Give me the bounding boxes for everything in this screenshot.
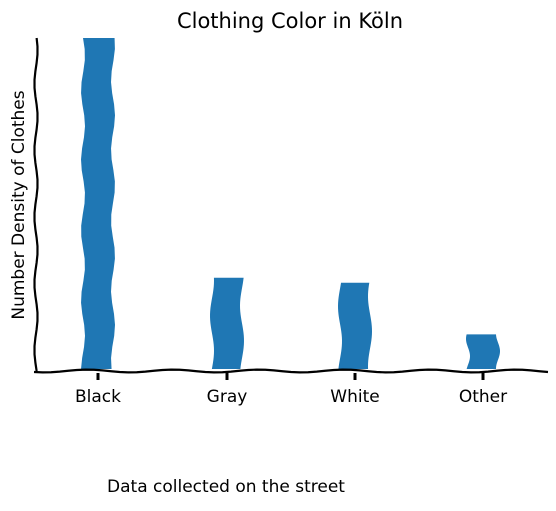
bar-other: [466, 334, 500, 369]
x-tick-label-other: Other: [459, 387, 507, 407]
x-axis-line: [33, 368, 549, 374]
y-axis-line: [33, 37, 39, 372]
x-tick-label-gray: Gray: [207, 387, 248, 407]
chart-title: Clothing Color in Köln: [177, 9, 403, 33]
ticks-layer: Black Gray White Other: [75, 373, 507, 407]
x-tick-label-white: White: [330, 387, 379, 407]
x-tick-label-black: Black: [75, 387, 121, 407]
bar-white: [338, 282, 372, 369]
bars-layer: [81, 38, 500, 369]
y-axis-label: Number Density of Clothes: [9, 90, 29, 319]
bar-gray: [210, 277, 244, 369]
chart-caption: Data collected on the street: [107, 477, 345, 497]
bar-black: [81, 38, 115, 369]
